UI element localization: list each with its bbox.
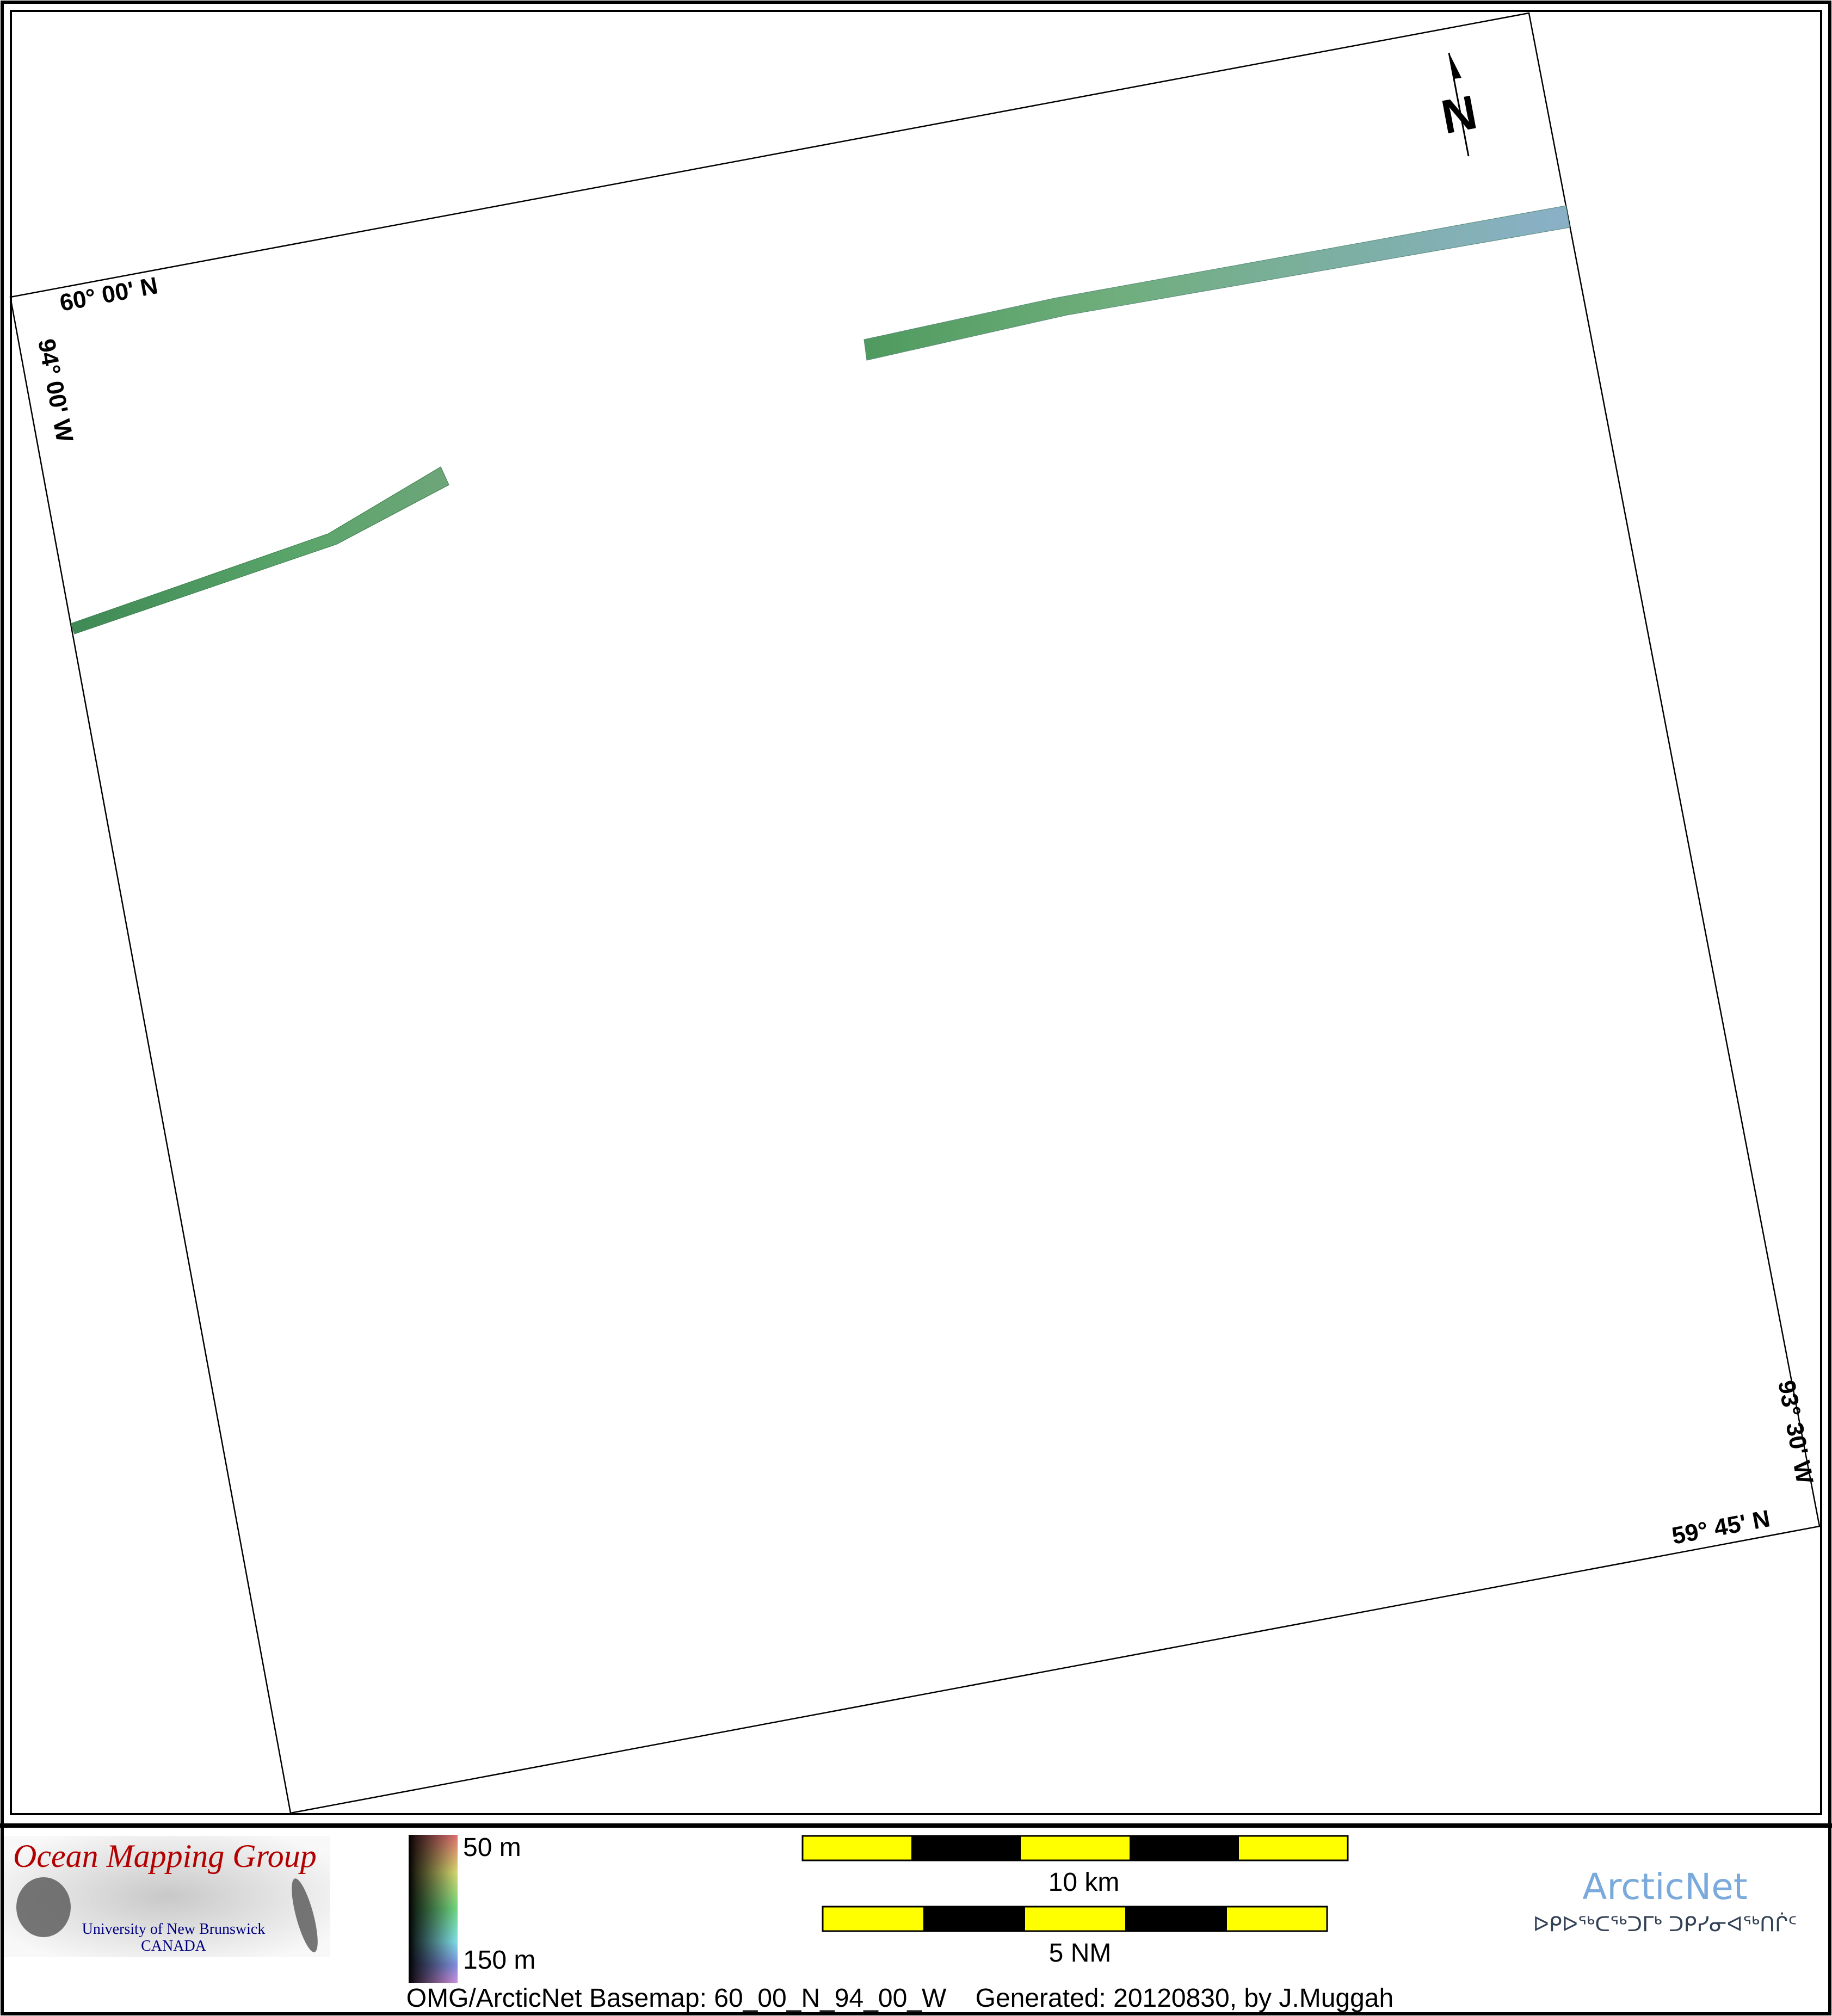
svg-text:Ocean Mapping Group: Ocean Mapping Group	[13, 1838, 317, 1874]
lat-label-bottom-right: 59° 45' N	[1670, 1505, 1772, 1550]
scale-bar-km	[801, 1835, 1349, 1861]
scale-bar-nm-label: 5 NM	[1049, 1939, 1112, 1968]
svg-text:ᐅᑭᐅᖅᑕᖅᑐᒥᒃ ᑐᑭᓯᓂᐊᖅᑎᒌᑦ: ᐅᑭᐅᖅᑕᖅᑐᒥᒃ ᑐᑭᓯᓂᐊᖅᑎᒌᑦ	[1533, 1912, 1797, 1936]
map-frame	[10, 10, 1822, 1815]
bathymetry-strip-east	[863, 205, 1570, 361]
basemap-footer: OMG/ArcticNet Basemap: 60_00_N_94_00_W G…	[406, 1984, 1393, 2013]
svg-text:ArcticNet: ArcticNet	[1582, 1866, 1747, 1908]
north-label: N	[1437, 85, 1481, 144]
north-arrow-icon: N	[1437, 52, 1481, 157]
arcticnet-logo: ArcticNet ᐅᑭᐅᖅᑕᖅᑐᒥᒃ ᑐᑭᓯᓂᐊᖅᑎᒌᑦ	[1533, 1866, 1797, 1936]
scale-bar-km-label: 10 km	[1048, 1868, 1120, 1897]
bathymetry-strip-west	[70, 466, 449, 634]
scale-bar-nm	[822, 1906, 1328, 1932]
lon-label-top-left: 94° 00' W	[33, 337, 78, 445]
ocean-mapping-group-logo: Ocean Mapping Group University of New Br…	[4, 1836, 330, 1957]
depth-color-bar	[409, 1835, 458, 1983]
depth-max-label: 150 m	[463, 1946, 535, 1975]
svg-text:University of New Brunswick: University of New Brunswick	[82, 1921, 266, 1938]
svg-text:CANADA: CANADA	[141, 1938, 207, 1955]
depth-min-label: 50 m	[463, 1833, 521, 1862]
lon-label-bottom-right: 93° 30' W	[1773, 1378, 1818, 1486]
map-sheet-outline	[9, 12, 1821, 1814]
